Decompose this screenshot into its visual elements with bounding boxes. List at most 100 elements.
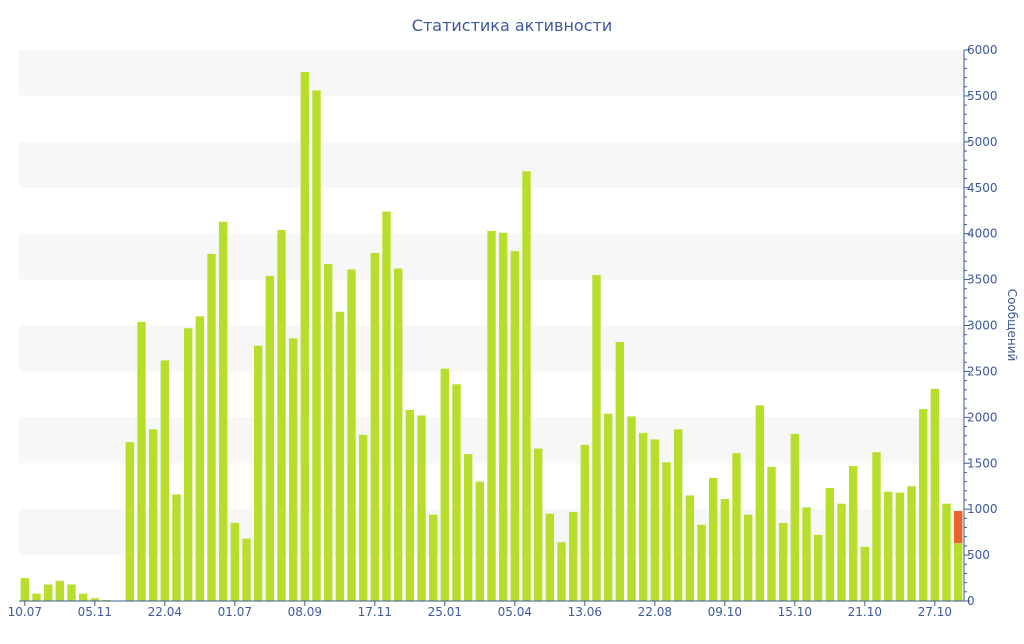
bar [813, 534, 823, 601]
bar [487, 230, 496, 601]
y-tick-label: 2000 [967, 410, 998, 424]
bar [872, 452, 881, 601]
y-axis-title: Сообщений [1005, 289, 1019, 362]
bar [323, 263, 333, 601]
x-tick-label: 21.10 [848, 605, 882, 619]
bar [440, 368, 450, 601]
bar [78, 593, 88, 601]
bar [580, 444, 590, 601]
bar [67, 584, 76, 601]
bar [627, 416, 636, 601]
bar [300, 72, 310, 602]
x-tick-label: 17.11 [358, 605, 392, 619]
bar [953, 543, 963, 601]
bar [685, 495, 695, 601]
y-tick-label: 1000 [967, 502, 998, 516]
bar [918, 409, 928, 601]
y-tick-label: 0 [967, 594, 975, 608]
bar [335, 311, 345, 601]
y-tick-label: 500 [967, 548, 990, 562]
bar [615, 342, 625, 601]
bar [778, 522, 788, 601]
grid-band [19, 50, 964, 96]
bar [883, 491, 893, 601]
bar [673, 429, 683, 601]
y-tick-label: 1500 [967, 456, 998, 470]
y-tick-label: 2500 [967, 364, 998, 378]
x-tick-label: 09.10 [708, 605, 742, 619]
bar [475, 481, 485, 601]
bar [837, 503, 846, 601]
x-tick-label: 25.01 [428, 605, 462, 619]
x-tick-label: 22.04 [148, 605, 182, 619]
bar [895, 492, 905, 601]
bar [697, 524, 706, 601]
bar [195, 316, 205, 601]
y-axis: 0 500 1000 1500 2000 2500 3000 3500 4000 4500 5000… [963, 43, 998, 608]
bar [20, 578, 30, 601]
bar [545, 513, 555, 601]
x-tick-label: 27.10 [918, 605, 952, 619]
x-tick-label: 05.04 [498, 605, 532, 619]
y-tick-label: 5000 [967, 135, 998, 149]
bar [358, 434, 368, 601]
bar [825, 488, 835, 601]
bar [312, 90, 321, 601]
bar [533, 448, 543, 601]
bar [207, 253, 216, 601]
x-tick-label: 08.09 [288, 605, 322, 619]
y-tick-label: 5500 [967, 89, 998, 103]
x-tick-label: 01.07 [218, 605, 252, 619]
bar [242, 538, 251, 601]
bar [428, 514, 438, 601]
grid-band [19, 141, 964, 188]
bar [347, 269, 356, 601]
bar [172, 494, 181, 601]
bar [405, 409, 415, 601]
bar [860, 546, 870, 601]
bar [253, 345, 263, 601]
bar [708, 477, 718, 601]
bar [638, 432, 648, 601]
bar [603, 413, 613, 601]
bar-highlight [953, 511, 963, 544]
bar [265, 275, 275, 601]
bar [802, 507, 811, 601]
bar [125, 442, 135, 601]
bar [510, 251, 520, 602]
y-tick-label: 6000 [967, 43, 998, 57]
bar [522, 171, 531, 601]
bars-group [20, 72, 963, 602]
bar [218, 221, 228, 601]
bar [393, 268, 403, 601]
bar [148, 429, 158, 601]
bar [557, 542, 566, 601]
bar [942, 503, 951, 601]
bar [43, 584, 53, 601]
bar [463, 454, 473, 601]
bar [662, 462, 671, 601]
bar [382, 211, 391, 602]
y-tick-label: 3000 [967, 319, 998, 333]
y-tick-label: 4000 [967, 227, 998, 241]
bar [650, 439, 660, 601]
bar [288, 338, 298, 601]
chart-title: Статистика активности [412, 16, 612, 35]
bar [32, 593, 41, 601]
bar [90, 598, 100, 601]
x-tick-label: 13.06 [568, 605, 602, 619]
bar [498, 232, 508, 601]
x-tick-label: 15.10 [778, 605, 812, 619]
bar [767, 466, 776, 601]
bar [230, 522, 240, 601]
bar [743, 514, 753, 601]
x-tick-label: 22.08 [638, 605, 672, 619]
bar [790, 433, 800, 601]
bar [930, 388, 940, 601]
y-tick-label: 3500 [967, 273, 998, 287]
bar [452, 384, 461, 601]
x-axis: 10.07 05.11 22.04 01.07 08.09 17.11 25.01 05.04… [8, 600, 964, 619]
bar [160, 360, 170, 601]
